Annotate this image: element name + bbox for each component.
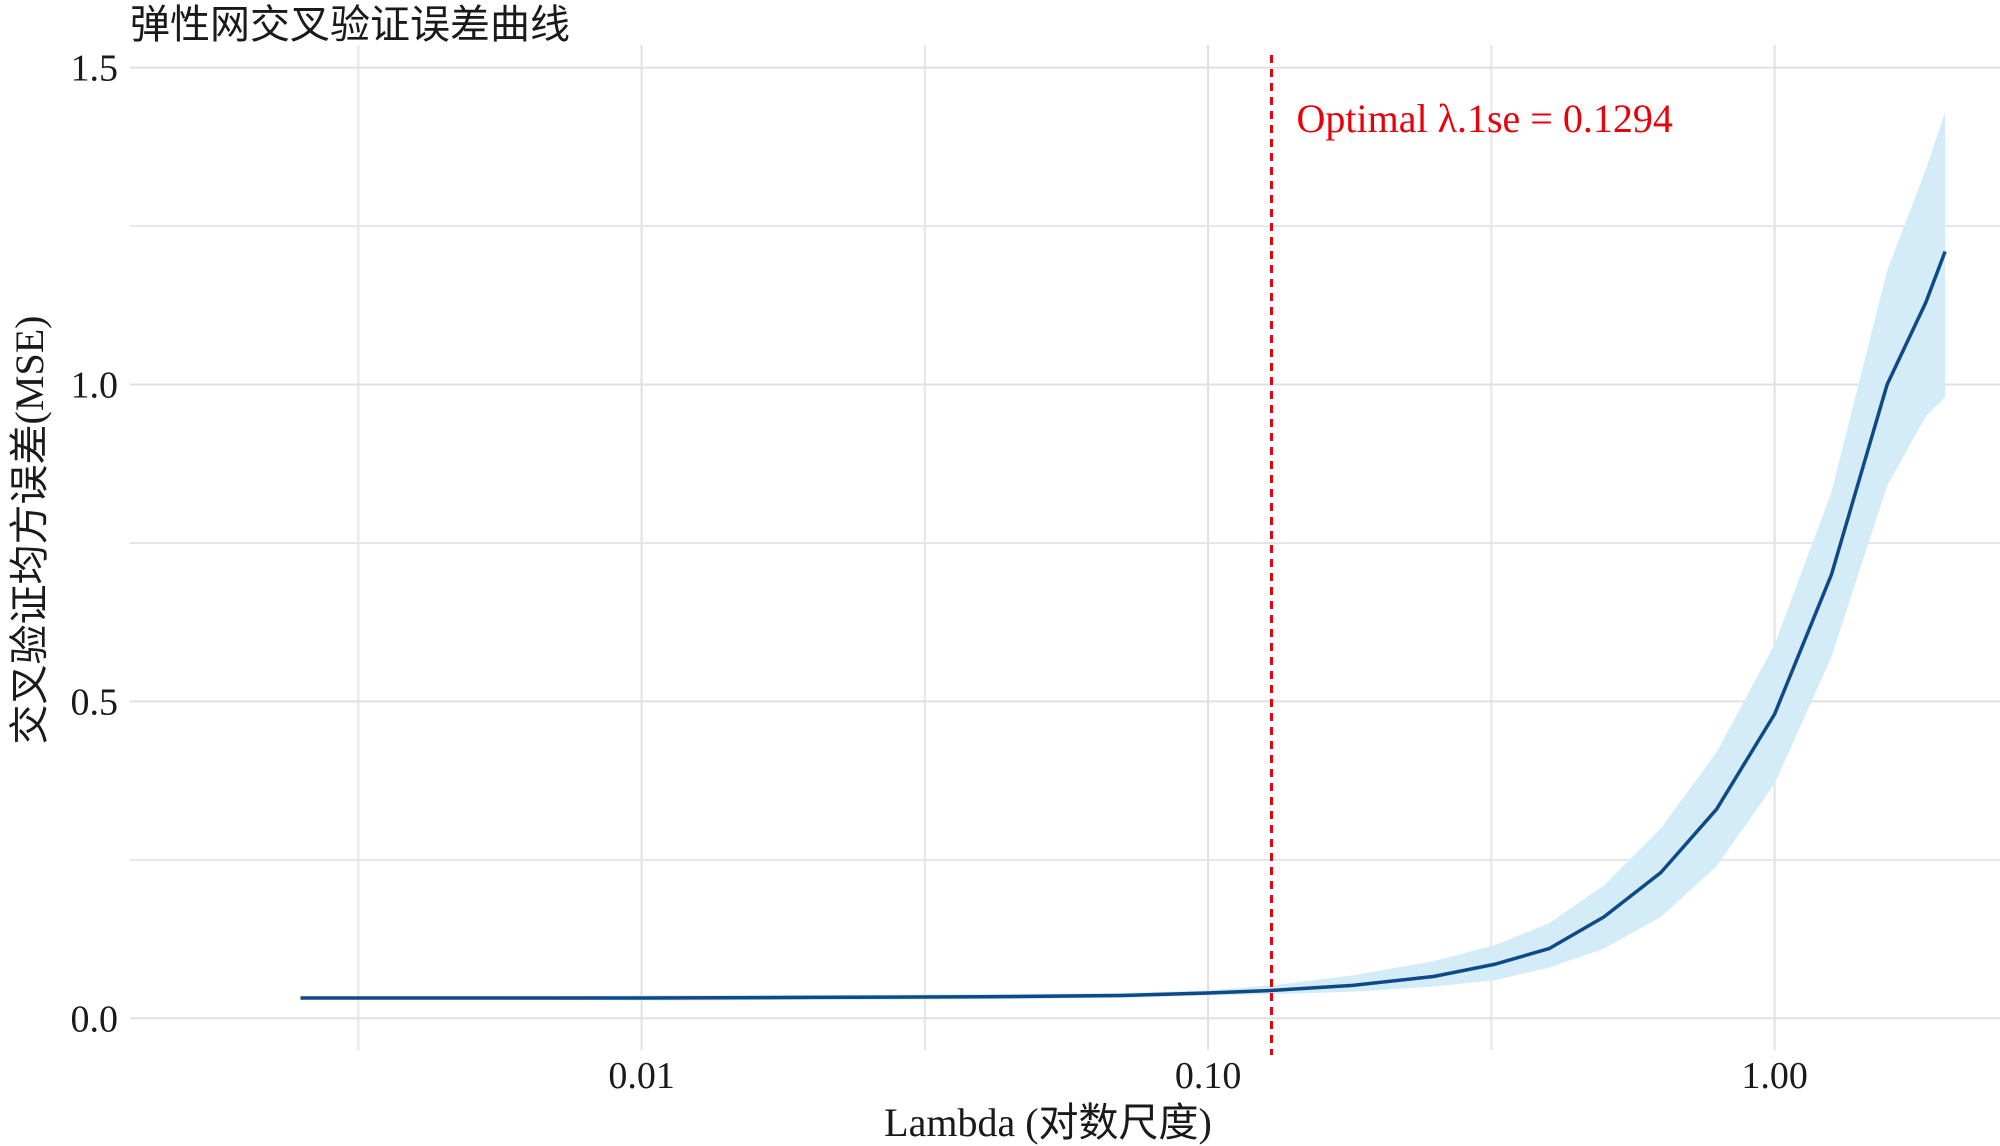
y-tick-label: 1.0 — [71, 365, 119, 407]
optimal-lambda-annotation: Optimal λ.1se = 0.1294 — [1296, 96, 1672, 141]
cv-error-line — [300, 250, 1947, 1000]
y-tick-label: 1.5 — [71, 48, 119, 90]
x-tick-label: 0.10 — [1175, 1055, 1242, 1097]
y-tick-label: 0.5 — [71, 681, 119, 723]
confidence-band — [300, 112, 1946, 1001]
y-tick-label: 0.0 — [71, 998, 119, 1040]
x-tick-label: 0.01 — [608, 1055, 675, 1097]
y-axis-title: 交叉验证均方误差(MSE) — [7, 316, 52, 745]
x-tick-label: 1.00 — [1741, 1055, 1808, 1097]
chart-title: 弹性网交叉验证误差曲线 — [130, 2, 570, 48]
x-axis-title: Lambda (对数尺度) — [884, 1100, 1212, 1145]
